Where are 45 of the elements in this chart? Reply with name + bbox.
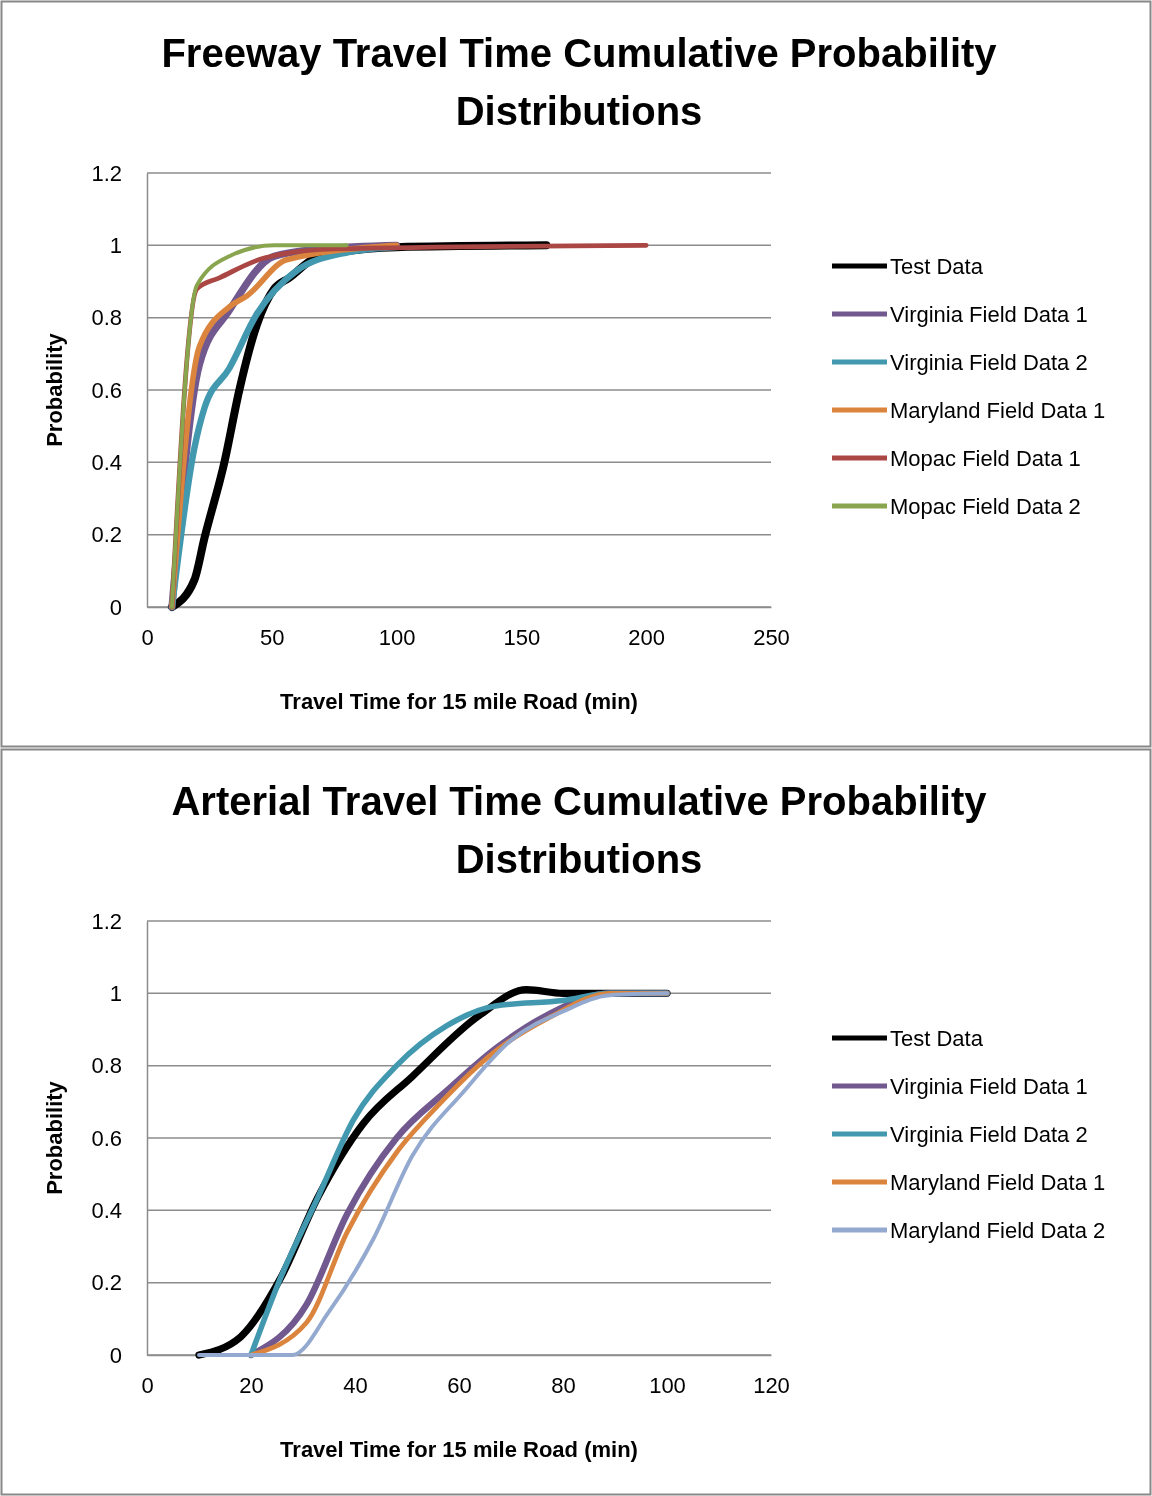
y-tick-label: 1 <box>109 232 122 258</box>
y-tick-label: 0.6 <box>91 377 122 403</box>
y-tick-label: 0.2 <box>91 1270 122 1296</box>
y-tick-label: 1.2 <box>91 160 122 186</box>
x-tick-label: 100 <box>649 1372 686 1398</box>
y-tick-label: 1 <box>109 980 122 1006</box>
x-tick-label: 120 <box>753 1372 790 1398</box>
legend-label: Test Data <box>890 254 984 279</box>
x-tick-label: 50 <box>260 624 285 650</box>
x-tick-label: 80 <box>551 1372 576 1398</box>
y-tick-label: 0.8 <box>91 1053 122 1079</box>
y-tick-label: 0.6 <box>91 1125 122 1151</box>
x-tick-label: 250 <box>753 624 790 650</box>
legend-label: Virginia Field Data 2 <box>890 350 1088 375</box>
x-tick-label: 60 <box>447 1372 472 1398</box>
y-axis-title: Probability <box>42 332 67 447</box>
x-axis-title: Travel Time for 15 mile Road (min) <box>280 1437 638 1462</box>
x-tick-label: 200 <box>628 624 666 650</box>
x-tick-label: 40 <box>343 1372 368 1398</box>
legend-label: Maryland Field Data 1 <box>890 1170 1106 1195</box>
legend-label: Mopac Field Data 2 <box>890 494 1081 519</box>
chart-title: Arterial Travel Time Cumulative Probability Distributions <box>171 779 988 881</box>
legend-label: Maryland Field Data 1 <box>890 398 1106 423</box>
legend-label: Virginia Field Data 1 <box>890 302 1088 327</box>
x-tick-label: 0 <box>141 624 154 650</box>
y-tick-label: 1.2 <box>91 908 122 934</box>
legend-label: Virginia Field Data 1 <box>890 1074 1088 1099</box>
x-tick-label: 0 <box>141 1372 154 1398</box>
y-tick-label: 0 <box>109 1342 122 1368</box>
line-series <box>169 243 349 609</box>
x-tick-label: 100 <box>378 624 416 650</box>
legend-label: Test Data <box>890 1026 984 1051</box>
x-tick-label: 150 <box>503 624 541 650</box>
y-tick-label: 0 <box>109 594 122 620</box>
y-tick-label: 0.4 <box>91 1197 122 1223</box>
y-tick-label: 0.8 <box>91 305 122 331</box>
chart-title: Freeway Travel Time Cumulative Probability Distributions <box>161 31 998 133</box>
x-tick-label: 20 <box>239 1372 264 1398</box>
y-tick-label: 0.2 <box>91 522 122 548</box>
legend-label: Virginia Field Data 2 <box>890 1122 1088 1147</box>
y-axis-title: Probability <box>42 1080 67 1195</box>
legend-label: Maryland Field Data 2 <box>890 1218 1106 1243</box>
legend-label: Mopac Field Data 1 <box>890 446 1081 471</box>
x-axis-title: Travel Time for 15 mile Road (min) <box>280 689 638 714</box>
y-tick-label: 0.4 <box>91 449 122 475</box>
